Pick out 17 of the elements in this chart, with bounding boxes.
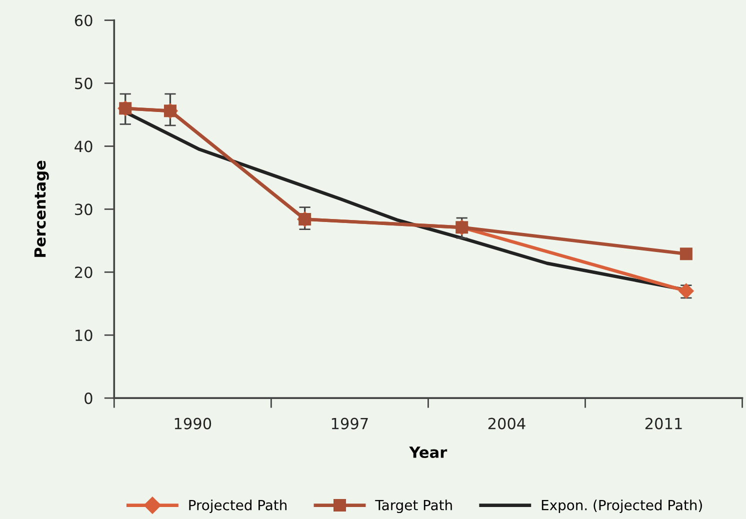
- x-axis-title: Year: [409, 446, 448, 458]
- y-tick-label: 0: [84, 392, 92, 404]
- legend-label: Target Path: [375, 500, 452, 514]
- y-tick-label: 40: [74, 140, 92, 152]
- y-tick-label: 30: [75, 204, 92, 216]
- legend-label: Projected Path: [189, 500, 286, 514]
- y-axis-title: Percentage: [34, 160, 49, 257]
- y-tick-label: 50: [75, 78, 92, 90]
- point: [680, 248, 692, 260]
- x-tick-label: 1990: [174, 418, 212, 430]
- x-tick-label: 2004: [488, 418, 526, 430]
- x-tick-label: 2011: [645, 418, 682, 430]
- y-tick-label: 20: [74, 266, 92, 278]
- legend-label: Expon. (Projected Path): [542, 500, 702, 514]
- x-tick-label: 1997: [332, 418, 368, 430]
- y-tick-label: 10: [76, 330, 92, 342]
- y-tick-label: 60: [74, 14, 92, 26]
